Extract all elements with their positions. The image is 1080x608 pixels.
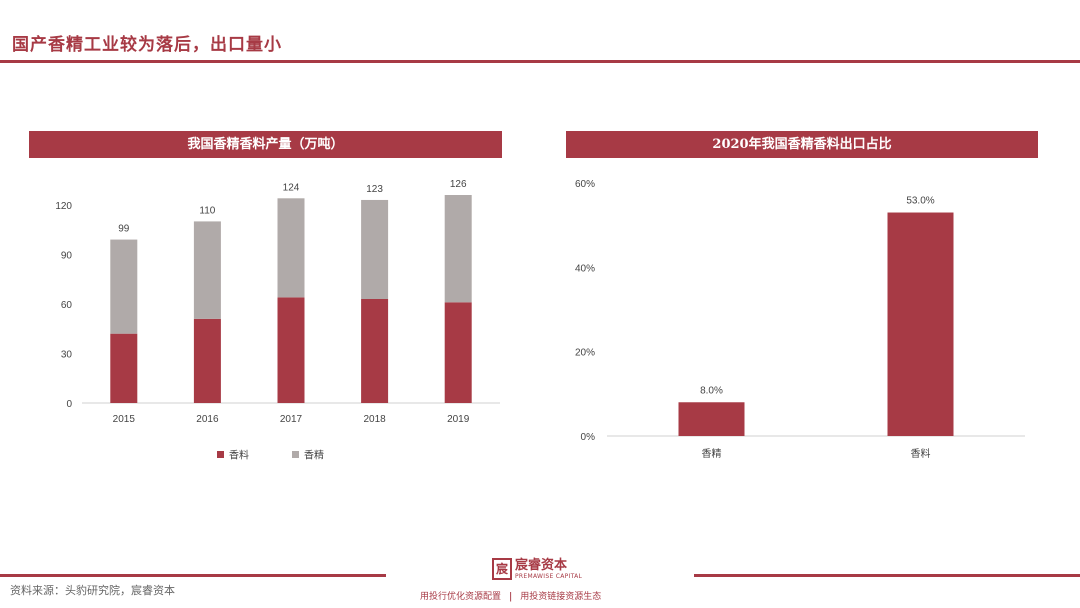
production-total-label: 126 <box>450 179 467 190</box>
company-logo: 宸 宸睿资本 PREMAWISE CAPITAL <box>492 558 582 580</box>
page-title: 国产香精工业较为落后，出口量小 <box>12 35 282 55</box>
legend-swatch-flavor <box>292 451 299 458</box>
production-bar-spice <box>277 297 305 403</box>
legend-label-spice: 香料 <box>229 449 249 462</box>
production-total-label: 110 <box>199 205 215 216</box>
production-bar-flavor <box>444 195 472 303</box>
export-bar <box>887 212 954 436</box>
production-y-tick: 120 <box>55 201 72 212</box>
export-value-label: 8.0% <box>700 385 723 396</box>
export-y-tick: 40% <box>575 263 595 274</box>
source-note: 资料来源：头豹研究院，宸睿资本 <box>10 584 175 597</box>
production-bar-flavor <box>193 221 221 319</box>
slogan-left: 用投行优化资源配置 <box>420 592 502 602</box>
legend-swatch-spice <box>217 451 224 458</box>
production-total-label: 123 <box>366 184 383 195</box>
logo-mark-icon: 宸 <box>492 558 512 580</box>
footer-rule-left <box>0 574 386 577</box>
production-bar-spice <box>361 299 389 403</box>
export-value-label: 53.0% <box>906 196 934 207</box>
production-x-tick: 2018 <box>363 414 386 425</box>
production-y-tick: 60 <box>61 300 73 311</box>
production-x-tick: 2015 <box>113 414 136 425</box>
logo-english: PREMAWISE CAPITAL <box>515 572 583 580</box>
production-bar-spice <box>193 318 221 403</box>
production-y-tick: 90 <box>61 250 73 261</box>
export-y-tick: 60% <box>575 179 595 190</box>
title-rule <box>0 60 1080 63</box>
production-total-label: 99 <box>118 224 130 235</box>
production-bar-flavor <box>361 199 389 299</box>
production-x-tick: 2019 <box>447 414 470 425</box>
logo-name: 宸睿资本 <box>515 557 568 573</box>
production-total-label: 124 <box>283 182 300 193</box>
production-x-tick: 2016 <box>196 414 219 425</box>
export-x-tick: 香料 <box>911 447 931 460</box>
slogan-separator: | <box>509 592 513 602</box>
production-y-tick: 30 <box>61 349 73 360</box>
production-chart-title: 我国香精香料产量（万吨） <box>29 131 502 158</box>
export-bar <box>678 402 745 436</box>
production-bar-spice <box>110 333 138 403</box>
production-bar-flavor <box>277 198 305 298</box>
production-y-tick: 0 <box>66 399 72 410</box>
production-bar-spice <box>444 302 472 403</box>
export-chart-title: 2020年我国香精香料出口占比 <box>566 131 1038 158</box>
export-y-tick: 20% <box>575 348 595 359</box>
legend-label-flavor: 香精 <box>304 449 324 462</box>
slogan-right: 用投资链接资源生态 <box>520 592 602 602</box>
export-x-tick: 香精 <box>702 447 722 460</box>
production-x-tick: 2017 <box>280 414 303 425</box>
export-y-tick: 0% <box>581 432 596 443</box>
slogan: 用投行优化资源配置 | 用投资链接资源生态 <box>420 589 601 602</box>
production-bar-flavor <box>110 239 138 334</box>
footer-rule-right <box>694 574 1080 577</box>
